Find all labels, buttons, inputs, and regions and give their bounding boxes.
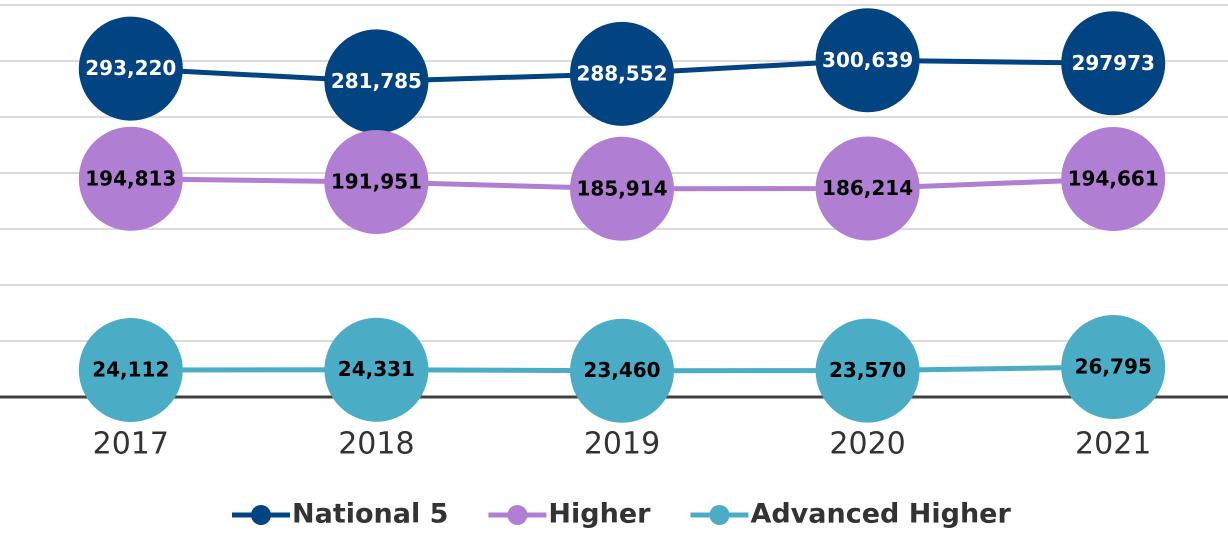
marker: [324, 29, 429, 134]
marker: [324, 130, 429, 235]
data-label: 288,552: [576, 61, 667, 85]
x-tick-label: 2018: [338, 427, 414, 462]
data-label: 23,570: [829, 358, 906, 382]
data-label: 293,220: [85, 56, 176, 80]
marker: [1061, 11, 1166, 116]
marker: [78, 317, 183, 422]
data-label: 300,639: [822, 48, 913, 72]
marker: [815, 136, 920, 241]
legend-label: Advanced Higher: [750, 499, 1011, 530]
marker: [570, 21, 674, 126]
data-label: 23,460: [583, 358, 660, 382]
x-tick-label: 2021: [1075, 427, 1151, 462]
data-label: 24,112: [92, 357, 169, 381]
legend-label: National 5: [292, 499, 448, 530]
legend-label: Higher: [548, 499, 651, 530]
marker: [570, 136, 674, 241]
marker: [1061, 126, 1166, 231]
data-label: 297973: [1071, 51, 1155, 75]
x-tick-label: 2017: [93, 427, 169, 462]
marker: [815, 318, 920, 423]
marker: [815, 8, 920, 113]
data-label: 186,214: [822, 176, 913, 200]
x-tick-label: 2019: [584, 427, 660, 462]
marker: [1061, 314, 1166, 419]
marker: [78, 126, 183, 231]
data-label: 26,795: [1075, 354, 1152, 378]
legend-marker: [507, 505, 528, 525]
data-label: 191,951: [331, 170, 422, 194]
x-tick-label: 2020: [829, 427, 905, 462]
data-label: 194,813: [85, 166, 176, 190]
data-label: 281,785: [331, 69, 422, 93]
data-label: 24,331: [338, 357, 415, 381]
data-label: 185,914: [576, 176, 667, 200]
marker: [570, 318, 674, 423]
data-label: 194,661: [1068, 166, 1159, 190]
legend-marker: [709, 505, 730, 525]
marker: [78, 16, 183, 121]
marker: [324, 317, 429, 422]
legend: National 5 Higher Advanced Higher: [232, 499, 1011, 530]
legend-marker: [251, 505, 271, 525]
